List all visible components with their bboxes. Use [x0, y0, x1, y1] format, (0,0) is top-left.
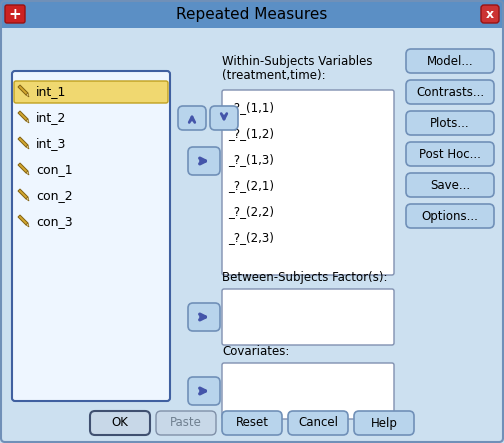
FancyBboxPatch shape: [188, 147, 220, 175]
Text: int_2: int_2: [36, 112, 67, 124]
Bar: [0, 0, 504, 28]
Text: Reset: Reset: [235, 416, 269, 430]
Text: con_2: con_2: [36, 190, 73, 202]
Text: _?_(1,2): _?_(1,2): [228, 128, 274, 140]
Text: Post Hoc...: Post Hoc...: [419, 148, 481, 160]
FancyBboxPatch shape: [406, 142, 494, 166]
Text: Between-Subjects Factor(s):: Between-Subjects Factor(s):: [222, 271, 388, 284]
Text: _?_(1,1): _?_(1,1): [228, 101, 274, 114]
FancyBboxPatch shape: [288, 411, 348, 435]
Text: con_3: con_3: [36, 215, 73, 229]
Polygon shape: [18, 111, 28, 121]
FancyBboxPatch shape: [481, 5, 499, 23]
FancyBboxPatch shape: [406, 204, 494, 228]
Polygon shape: [26, 197, 29, 201]
Text: Help: Help: [370, 416, 398, 430]
Text: _?_(2,1): _?_(2,1): [228, 179, 274, 193]
FancyBboxPatch shape: [406, 173, 494, 197]
Text: Model...: Model...: [427, 54, 473, 67]
Text: Cancel: Cancel: [298, 416, 338, 430]
FancyBboxPatch shape: [188, 377, 220, 405]
Text: Save...: Save...: [430, 179, 470, 191]
Polygon shape: [26, 93, 29, 97]
Text: int_3: int_3: [36, 137, 67, 151]
Polygon shape: [18, 163, 28, 173]
FancyBboxPatch shape: [14, 81, 168, 103]
Polygon shape: [26, 223, 29, 227]
Polygon shape: [18, 137, 28, 147]
Text: _?_(2,2): _?_(2,2): [228, 206, 274, 218]
Text: Options...: Options...: [421, 210, 478, 222]
Text: _?_(2,3): _?_(2,3): [228, 232, 274, 245]
FancyBboxPatch shape: [12, 71, 170, 401]
Text: Within-Subjects Variables: Within-Subjects Variables: [222, 55, 372, 68]
FancyBboxPatch shape: [222, 90, 394, 275]
Text: (treatment,time):: (treatment,time):: [222, 69, 326, 82]
FancyBboxPatch shape: [406, 49, 494, 73]
Text: Plots...: Plots...: [430, 117, 470, 129]
FancyBboxPatch shape: [178, 106, 206, 130]
FancyBboxPatch shape: [222, 411, 282, 435]
Text: Paste: Paste: [170, 416, 202, 430]
Polygon shape: [26, 119, 29, 123]
Text: Contrasts...: Contrasts...: [416, 85, 484, 98]
FancyBboxPatch shape: [188, 303, 220, 331]
FancyBboxPatch shape: [210, 106, 238, 130]
Text: _?_(1,3): _?_(1,3): [228, 154, 274, 167]
Polygon shape: [18, 85, 28, 95]
Text: Repeated Measures: Repeated Measures: [176, 7, 328, 22]
FancyBboxPatch shape: [156, 411, 216, 435]
Text: OK: OK: [111, 416, 129, 430]
FancyBboxPatch shape: [5, 5, 25, 23]
Text: con_1: con_1: [36, 163, 73, 176]
Text: +: +: [9, 7, 21, 22]
FancyBboxPatch shape: [222, 289, 394, 345]
Text: x: x: [486, 8, 494, 20]
FancyBboxPatch shape: [222, 363, 394, 419]
Text: Covariates:: Covariates:: [222, 345, 289, 358]
Polygon shape: [26, 171, 29, 175]
FancyBboxPatch shape: [90, 411, 150, 435]
Polygon shape: [26, 145, 29, 149]
FancyBboxPatch shape: [406, 80, 494, 104]
Text: int_1: int_1: [36, 85, 67, 98]
Polygon shape: [18, 215, 28, 225]
FancyBboxPatch shape: [354, 411, 414, 435]
Polygon shape: [18, 189, 28, 199]
FancyBboxPatch shape: [406, 111, 494, 135]
